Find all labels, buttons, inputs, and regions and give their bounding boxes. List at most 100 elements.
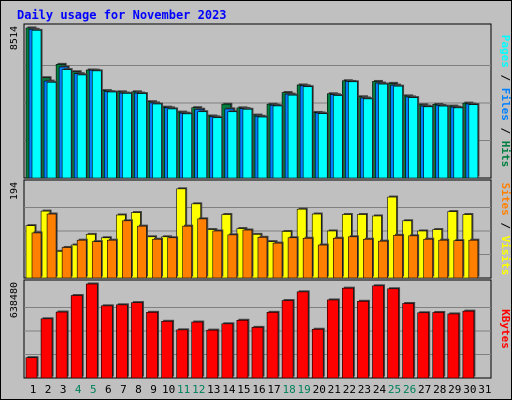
bar-kbytes (146, 312, 158, 379)
bar-kbytes (40, 318, 53, 379)
bar-pages (91, 70, 102, 179)
legend-entry: / (499, 216, 512, 236)
bar-kbytes (101, 305, 113, 379)
bar-sites (453, 240, 464, 279)
bar-pages (31, 30, 42, 179)
bar-kbytes (462, 310, 475, 379)
bar-sites (227, 234, 238, 279)
bar-kbytes (387, 288, 399, 379)
day-tick-label: 12 (192, 383, 205, 396)
bar-kbytes (191, 321, 204, 379)
bar-kbytes (221, 323, 234, 379)
day-tick-label: 7 (120, 383, 127, 396)
day-tick-label: 26 (403, 383, 416, 396)
bar-pages (242, 108, 253, 179)
legend-entry: / (499, 68, 512, 88)
legend-entry: KBytes (499, 309, 512, 349)
bar-kbytes (266, 312, 279, 379)
bar-kbytes (25, 357, 38, 379)
day-tick-label: 10 (162, 383, 175, 396)
legend-3: KBytes (499, 309, 512, 349)
bar-pages (317, 113, 328, 179)
bar-kbytes (70, 295, 83, 379)
day-tick-label: 20 (313, 383, 326, 396)
bar-sites (152, 238, 162, 279)
legend-entry: Files (499, 88, 512, 121)
bar-kbytes (417, 312, 429, 379)
day-tick-label: 8 (135, 383, 142, 396)
bar-pages (468, 104, 479, 179)
bar-sites (107, 239, 117, 279)
bar-kbytes (281, 300, 294, 379)
bar-sites (137, 225, 147, 279)
bar-pages (227, 111, 238, 179)
bar-kbytes (447, 313, 460, 379)
bar-sites (332, 237, 343, 279)
bar-sites (46, 213, 57, 279)
bar-sites (423, 238, 433, 279)
bar-pages (257, 116, 268, 179)
day-tick-label: 31 (478, 383, 491, 396)
bar-kbytes (176, 329, 188, 379)
bar-sites (167, 237, 177, 279)
bar-pages (152, 103, 162, 179)
day-tick-label: 23 (358, 383, 371, 396)
bar-pages (393, 85, 403, 179)
bar-pages (272, 105, 283, 179)
bar-sites (61, 247, 72, 279)
bar-pages (348, 81, 358, 179)
bar-kbytes (161, 321, 173, 379)
bar-pages (46, 82, 57, 179)
day-tick-label: 4 (75, 383, 82, 396)
bar-kbytes (357, 300, 369, 379)
bar-sites (393, 235, 403, 279)
bar-kbytes (55, 311, 68, 379)
day-tick-label: 1 (30, 383, 37, 396)
bar-kbytes (251, 327, 264, 379)
bar-sites (348, 236, 358, 279)
bar-pages (438, 105, 449, 179)
day-tick-label: 6 (105, 383, 112, 396)
chart-title: Daily usage for November 2023 (17, 8, 227, 22)
day-tick-label: 28 (433, 383, 446, 396)
day-tick-label: 21 (328, 383, 341, 396)
day-tick-label: 9 (150, 383, 157, 396)
bar-pages (212, 117, 223, 179)
bar-sites (302, 237, 313, 279)
bar-kbytes (342, 287, 354, 379)
bar-sites (287, 237, 298, 279)
bar-sites (378, 240, 388, 279)
bar-pages (61, 69, 72, 179)
bar-sites (91, 241, 102, 279)
bar-sites (257, 236, 268, 279)
bar-sites (76, 239, 87, 279)
legend-entry: Hits (499, 141, 512, 168)
bar-pages (76, 74, 87, 179)
day-tick-label: 19 (298, 383, 311, 396)
bar-pages (453, 107, 464, 179)
day-tick-label: 29 (448, 383, 461, 396)
bar-sites (212, 230, 223, 279)
bar-kbytes (402, 303, 414, 379)
legend-entry: / (499, 121, 512, 141)
axis-max-label-2: 194 (9, 182, 20, 200)
bar-pages (107, 91, 117, 179)
bar-sites (468, 239, 479, 279)
bar-pages (122, 93, 132, 179)
bar-kbytes (432, 312, 445, 379)
legend-entry: Visits (499, 236, 512, 276)
day-tick-label: 27 (418, 383, 431, 396)
legend-2: Sites / Visits (499, 183, 512, 276)
bar-pages (167, 108, 177, 179)
bar-kbytes (311, 328, 324, 379)
day-tick-label: 22 (343, 383, 356, 396)
bar-sites (122, 220, 132, 279)
axis-max-label-1: 8514 (9, 26, 20, 50)
day-tick-label: 13 (207, 383, 220, 396)
day-tick-label: 5 (90, 383, 97, 396)
axis-max-label-3: 638480 (9, 282, 20, 318)
day-tick-label: 18 (282, 383, 295, 396)
bar-pages (137, 93, 147, 179)
bar-pages (332, 95, 343, 179)
